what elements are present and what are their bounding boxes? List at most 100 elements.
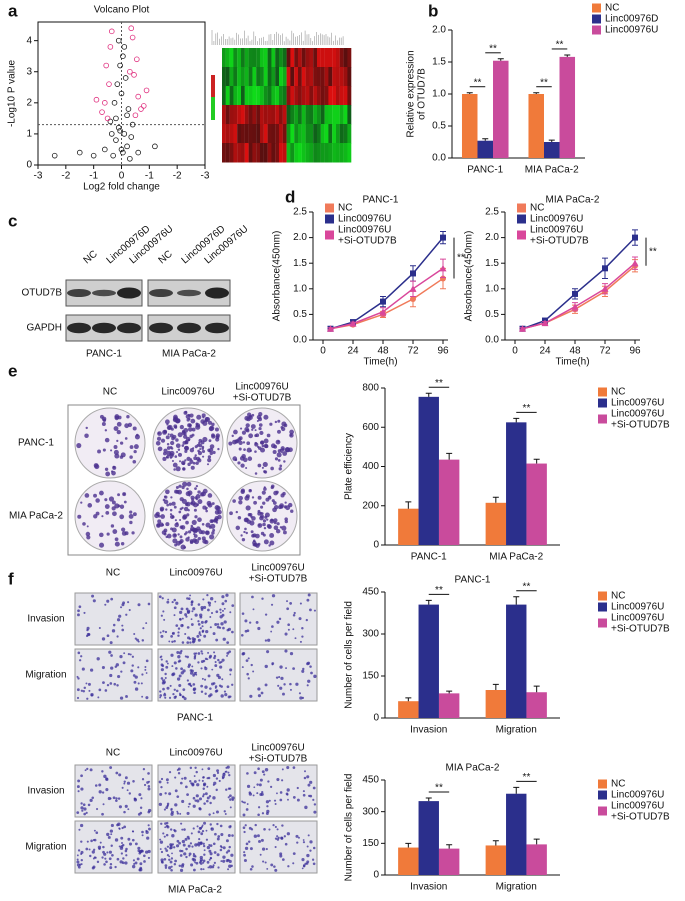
cell [102, 803, 105, 806]
colony [273, 518, 278, 523]
colony [186, 456, 191, 461]
legend-swatch [325, 203, 334, 213]
colony [166, 425, 172, 430]
cell [166, 802, 170, 806]
cell [279, 798, 283, 802]
y-tick-label: 150 [362, 671, 379, 682]
marker [632, 234, 638, 241]
cell [194, 799, 197, 802]
heatmap-cell [256, 67, 261, 87]
cell [160, 668, 164, 672]
cell [164, 630, 168, 634]
colony [99, 532, 104, 538]
cell [298, 692, 301, 695]
cell [192, 607, 196, 611]
cell [80, 689, 83, 692]
cell [287, 865, 290, 868]
cell [115, 797, 118, 800]
colony [289, 429, 294, 435]
colony [190, 418, 196, 424]
colony [269, 518, 275, 524]
colony [251, 413, 255, 417]
cell [147, 602, 151, 606]
cell [158, 802, 163, 807]
marker [410, 296, 416, 303]
cell [289, 602, 293, 605]
heatmap-cell [222, 124, 226, 144]
cell [138, 793, 142, 797]
cell [190, 600, 194, 603]
colony [166, 442, 170, 446]
y-axis-label: Number of cells per field [344, 601, 355, 709]
colony [257, 509, 261, 513]
y-tick-label: 1 [26, 129, 32, 140]
colony [249, 489, 252, 492]
cell [214, 686, 217, 689]
cell [160, 677, 164, 680]
legend-swatch [592, 3, 601, 13]
cell [125, 613, 128, 616]
cell [163, 693, 167, 697]
colony [197, 499, 203, 505]
cell [287, 798, 289, 801]
heatmap-cell [248, 143, 253, 163]
colony [266, 433, 271, 438]
cell [190, 618, 193, 621]
cell [187, 665, 191, 668]
cell [173, 696, 177, 699]
cell [163, 808, 166, 811]
heatmap-cell [324, 143, 329, 163]
cell [169, 684, 172, 687]
point [51, 152, 58, 159]
heatmap-cell [282, 48, 287, 68]
cell [165, 665, 169, 669]
cell [209, 856, 213, 860]
cell [181, 799, 185, 804]
cell [86, 697, 89, 700]
cell [77, 609, 80, 613]
heatmap-cell [263, 124, 268, 144]
cell [159, 792, 163, 796]
point [110, 152, 116, 159]
heatmap-cell [222, 67, 226, 87]
y-tick-label: 300 [362, 629, 379, 640]
cell [208, 604, 211, 607]
cell [208, 795, 212, 798]
colony [279, 448, 282, 451]
image [74, 648, 153, 702]
cell [192, 796, 196, 800]
cell [284, 649, 288, 653]
cell [274, 802, 277, 805]
y-axis-label: Plate efficiency [344, 433, 355, 500]
cell [244, 846, 249, 851]
colony [161, 530, 167, 535]
heatmap-cell [229, 124, 234, 144]
cell [120, 852, 123, 855]
cell [225, 593, 229, 597]
heatmap-cell [225, 48, 230, 68]
cell [220, 846, 223, 849]
colony [182, 514, 188, 520]
colony [194, 487, 197, 490]
cell [187, 844, 191, 848]
heatmap-cell [222, 143, 226, 163]
legend-swatch [517, 203, 526, 213]
cell [221, 595, 225, 599]
heatmap-cell [252, 143, 257, 163]
y-tick-label: 1.5 [432, 57, 446, 68]
colony [205, 522, 211, 528]
cell [180, 624, 184, 628]
colony [189, 434, 193, 439]
heatmap-cell [233, 105, 238, 125]
colony [217, 447, 220, 451]
heatmap-cell [275, 48, 280, 68]
cell [180, 607, 184, 611]
colony [194, 454, 197, 457]
colony [201, 449, 206, 454]
bar [485, 690, 507, 718]
colony [281, 448, 285, 452]
cell [121, 786, 124, 789]
heatmap-cell [271, 124, 276, 144]
heatmap-cell [320, 143, 325, 163]
heatmap-cell [343, 86, 348, 106]
